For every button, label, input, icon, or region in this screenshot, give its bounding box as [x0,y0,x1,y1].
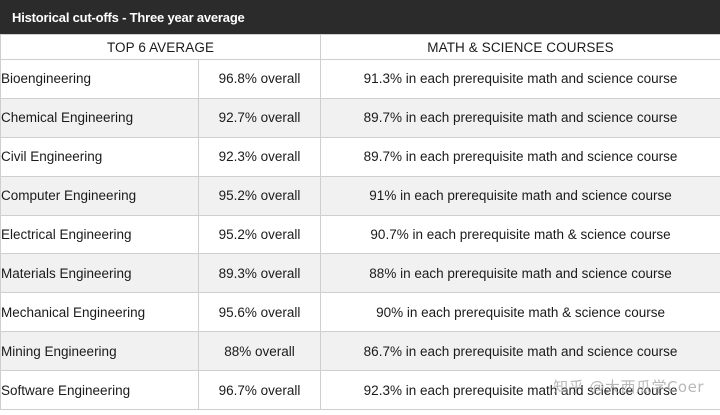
table-row: Materials Engineering 89.3% overall 88% … [0,253,720,294]
table-header-row: TOP 6 AVERAGE MATH & SCIENCE COURSES [0,34,720,60]
overall-average: 88% overall [197,331,322,372]
program-name: Materials Engineering [0,253,199,294]
program-name: Computer Engineering [0,175,199,216]
program-name: Bioengineering [0,59,199,99]
program-name: Mining Engineering [0,331,199,372]
overall-average: 89.3% overall [197,253,322,294]
overall-average: 95.2% overall [197,214,322,255]
table-row: Mining Engineering 88% overall 86.7% in … [0,331,720,372]
overall-average: 96.8% overall [197,59,322,99]
overall-average: 95.6% overall [197,292,322,333]
table-row: Computer Engineering 95.2% overall 91% i… [0,175,720,216]
program-name: Electrical Engineering [0,214,199,255]
course-requirement: 86.7% in each prerequisite math and scie… [320,331,720,372]
course-requirement: 91% in each prerequisite math and scienc… [320,175,720,216]
table-row: Civil Engineering 92.3% overall 89.7% in… [0,136,720,177]
table-row: Electrical Engineering 95.2% overall 90.… [0,214,720,255]
course-requirement: 89.7% in each prerequisite math and scie… [320,136,720,177]
course-requirement: 90% in each prerequisite math & science … [320,292,720,333]
program-name: Software Engineering [0,370,199,411]
watermark-text: 知乎 @大西瓜学Coer [553,378,704,396]
header-top6-average: TOP 6 AVERAGE [0,34,322,60]
table-title: Historical cut-offs - Three year average [0,0,720,34]
table-row: Bioengineering 96.8% overall 91.3% in ea… [0,59,720,99]
cutoff-table: TOP 6 AVERAGE MATH & SCIENCE COURSES Bio… [0,34,720,411]
program-name: Mechanical Engineering [0,292,199,333]
course-requirement: 90.7% in each prerequisite math & scienc… [320,214,720,255]
overall-average: 92.7% overall [197,97,322,138]
overall-average: 92.3% overall [197,136,322,177]
header-math-science-courses: MATH & SCIENCE COURSES [320,34,720,60]
course-requirement: 88% in each prerequisite math and scienc… [320,253,720,294]
table-row: Chemical Engineering 92.7% overall 89.7%… [0,97,720,138]
overall-average: 96.7% overall [197,370,322,411]
course-requirement: 89.7% in each prerequisite math and scie… [320,97,720,138]
table-row: Software Engineering 96.7% overall 92.3%… [0,370,720,411]
overall-average: 95.2% overall [197,175,322,216]
table-row: Mechanical Engineering 95.6% overall 90%… [0,292,720,333]
course-requirement: 91.3% in each prerequisite math and scie… [320,59,720,99]
program-name: Civil Engineering [0,136,199,177]
program-name: Chemical Engineering [0,97,199,138]
